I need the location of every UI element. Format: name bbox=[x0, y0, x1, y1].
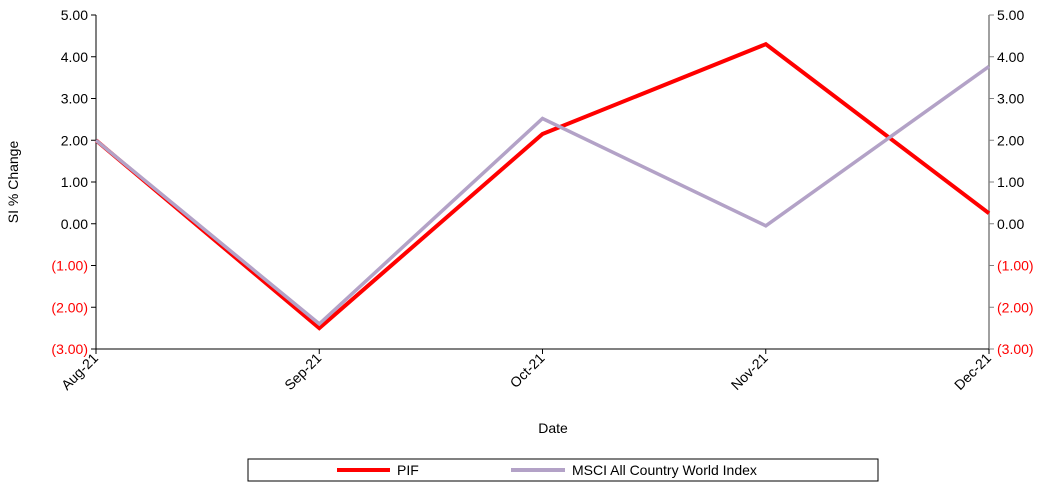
x-tick-label: Nov-21 bbox=[728, 350, 771, 393]
x-tick-label: Dec-21 bbox=[951, 350, 994, 393]
x-axis: Aug-21 Sep-21 Oct-21 Nov-21 Dec-21 bbox=[58, 348, 994, 393]
right-y-tick-label: 0.00 bbox=[997, 216, 1024, 232]
left-y-tick-label: 2.00 bbox=[61, 132, 88, 148]
legend-label: PIF bbox=[397, 462, 419, 478]
x-axis-title: Date bbox=[538, 420, 568, 436]
left-y-axis: 5.00 4.00 3.00 2.00 1.00 0.00 (1.00) (2.00) (3.0… bbox=[51, 7, 97, 357]
right-y-tick-label: 3.00 bbox=[997, 91, 1024, 107]
right-y-tick-label: 1.00 bbox=[997, 174, 1024, 190]
series-layer bbox=[94, 41, 991, 331]
legend-label: MSCI All Country World Index bbox=[572, 462, 757, 478]
left-y-tick-label: 0.00 bbox=[61, 216, 88, 232]
left-y-tick-label: 4.00 bbox=[61, 49, 88, 65]
x-tick-label: Oct-21 bbox=[507, 350, 548, 391]
series-line-pif bbox=[94, 41, 991, 331]
left-y-tick-label: (1.00) bbox=[51, 258, 88, 274]
left-y-tick-label: 5.00 bbox=[61, 7, 88, 23]
right-y-tick-label: 4.00 bbox=[997, 49, 1024, 65]
left-y-tick-label: 1.00 bbox=[61, 174, 88, 190]
legend: PIF MSCI All Country World Index bbox=[247, 458, 879, 482]
right-y-tick-label: 5.00 bbox=[997, 7, 1024, 23]
series-line-msci-acwi bbox=[94, 64, 991, 327]
left-y-tick-label: 3.00 bbox=[61, 91, 88, 107]
right-y-tick-label: 2.00 bbox=[997, 132, 1024, 148]
left-y-tick-label: (3.00) bbox=[51, 341, 88, 357]
left-y-tick-label: (2.00) bbox=[51, 299, 88, 315]
right-y-tick-label: (2.00) bbox=[997, 299, 1034, 315]
right-y-tick-label: (3.00) bbox=[997, 341, 1034, 357]
right-y-tick-label: (1.00) bbox=[997, 258, 1034, 274]
x-tick-label: Sep-21 bbox=[281, 350, 324, 393]
y-axis-title: SI % Change bbox=[5, 141, 21, 224]
right-y-axis: 5.00 4.00 3.00 2.00 1.00 0.00 (1.00) (2.00) (3.0… bbox=[988, 7, 1034, 357]
